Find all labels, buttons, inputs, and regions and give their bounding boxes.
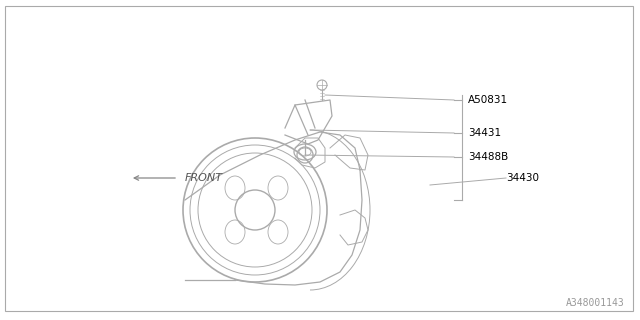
Text: FRONT: FRONT: [185, 173, 223, 183]
Text: A50831: A50831: [468, 95, 508, 105]
Text: 34431: 34431: [468, 128, 501, 138]
Text: A348001143: A348001143: [566, 298, 625, 308]
Text: 34430: 34430: [506, 173, 539, 183]
Text: 34488B: 34488B: [468, 152, 508, 162]
